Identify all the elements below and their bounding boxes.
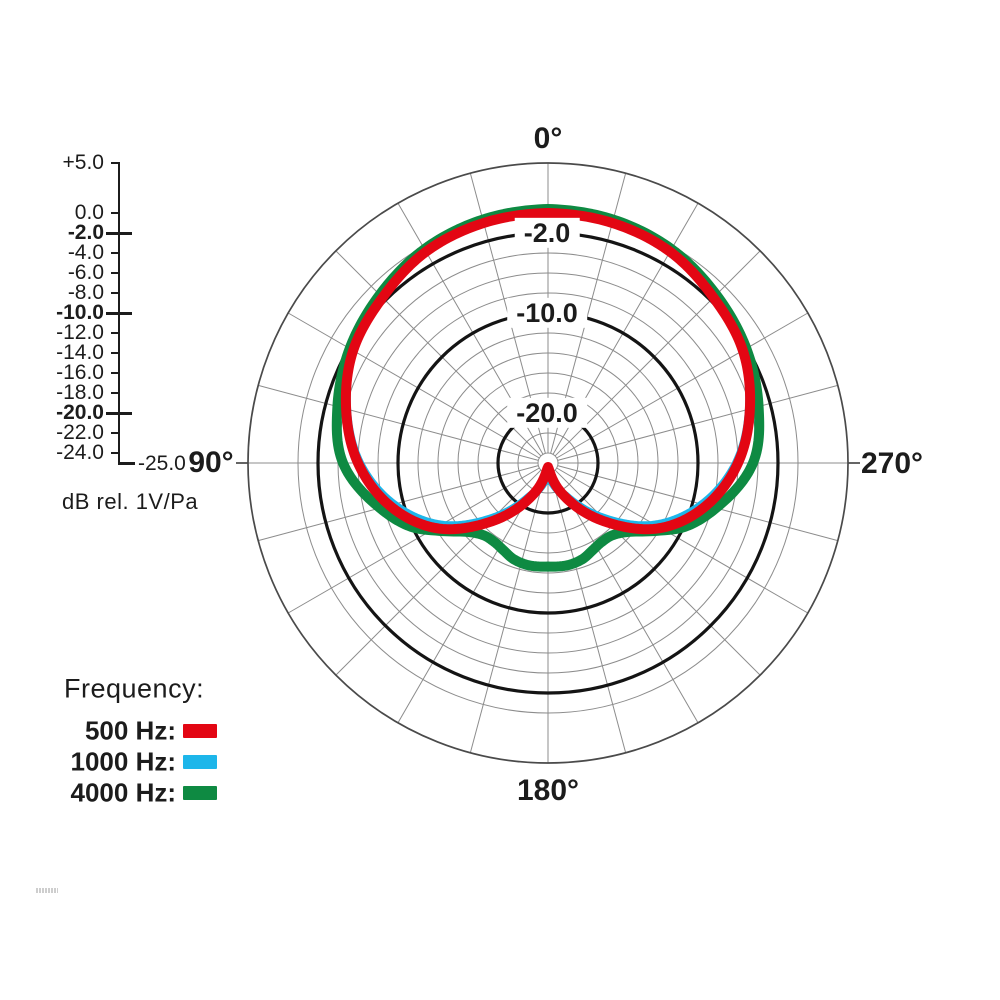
db-tick-label: -18.0 (56, 381, 104, 404)
db-tick-label: -2.0 (67, 221, 104, 244)
grid-spoke (287, 467, 540, 614)
legend-swatch (183, 786, 217, 800)
grid-spoke (287, 312, 540, 459)
db-tick-label: -22.0 (56, 421, 104, 444)
grid-spoke (556, 312, 809, 459)
pattern-curve-500-hz (340, 208, 756, 535)
db-tick-minor (111, 332, 120, 334)
db-tick-major (106, 411, 132, 415)
grid-spoke (552, 471, 699, 724)
db-tick-label: 0.0 (74, 201, 104, 224)
db-tick-minor (111, 162, 120, 164)
ring-label: -2.0 (514, 217, 580, 249)
legend-swatch (183, 755, 217, 769)
db-tick-minor (111, 372, 120, 374)
legend-entry-label: 1000 Hz: (70, 746, 177, 777)
db-tick-minor (111, 272, 120, 274)
angle-label-90: 90° (188, 446, 234, 479)
grid-spoke (335, 250, 542, 457)
ring-label: -10.0 (507, 297, 587, 329)
db-tick-minor (111, 392, 120, 394)
grid-spoke (554, 469, 761, 676)
db-unit-label: dB rel. 1V/Pa (62, 489, 199, 514)
db-tick-major (106, 311, 132, 315)
angle-label-0: 0° (533, 122, 563, 155)
db-tick-label: -12.0 (56, 321, 104, 344)
angle-label-180: 180° (516, 774, 580, 807)
db-scale-axis-foot (118, 462, 135, 465)
db-tick-major (106, 231, 132, 235)
db-tick-minor (111, 432, 120, 434)
db-tick-label: -10.0 (56, 301, 104, 324)
grid-ring-thin (437, 352, 659, 574)
db-tick-label: -16.0 (56, 361, 104, 384)
db-tick-label: +5.0 (62, 151, 104, 174)
legend-swatch (183, 724, 217, 738)
grid-ring-thin (517, 432, 579, 494)
db-tick-label: -4.0 (67, 241, 104, 264)
grid-ring-thin (477, 392, 619, 534)
db-tick-label: -24.0 (56, 441, 104, 464)
db-tick-minor (111, 452, 120, 454)
db-tick-label: -6.0 (67, 261, 104, 284)
grid-spoke (258, 384, 539, 461)
angle-label-270: 270° (860, 447, 924, 480)
db-tick-label: -14.0 (56, 341, 104, 364)
grid-ring-thin (417, 332, 679, 594)
grid-ring-thin (377, 292, 719, 634)
db-tick-minor (111, 212, 120, 214)
db-scale-bottom-label: -25.0 (138, 452, 186, 475)
grid-spoke (335, 469, 542, 676)
fine-print-mark (36, 888, 58, 893)
db-tick-label: -20.0 (56, 401, 104, 424)
grid-ring-thin (457, 372, 639, 554)
ring-label: -20.0 (507, 397, 587, 429)
grid-spoke (469, 472, 546, 753)
grid-spoke (554, 250, 761, 457)
legend-entry-label: 4000 Hz: (70, 777, 177, 808)
grid-spoke (397, 471, 544, 724)
db-tick-minor (111, 252, 120, 254)
legend-entry-label: 500 Hz: (84, 715, 176, 746)
db-tick-label: -8.0 (67, 281, 104, 304)
grid-spoke (550, 472, 627, 753)
db-tick-minor (111, 352, 120, 354)
grid-spoke (556, 467, 809, 614)
db-tick-minor (111, 292, 120, 294)
grid-spoke (557, 384, 838, 461)
legend-title: Frequency: (64, 673, 205, 704)
